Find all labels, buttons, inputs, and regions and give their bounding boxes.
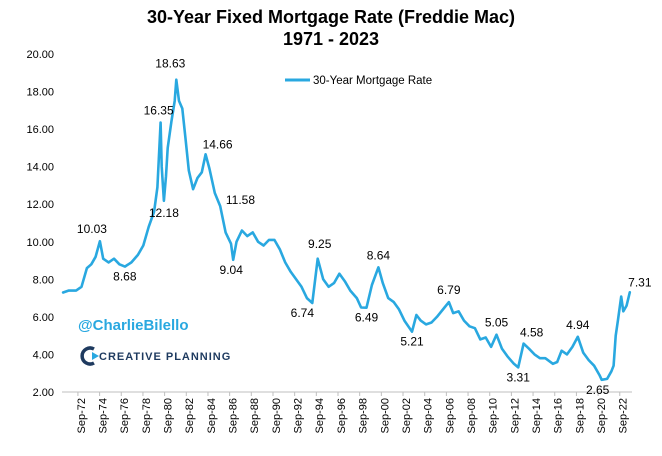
data-label: 6.49 [355,311,379,325]
brand-name: CREATIVE PLANNING [99,351,231,363]
data-labels: 10.03 8.68 16.35 12.18 18.63 14.66 9.04 11.58 6.… [77,57,652,397]
chart-title-line2: 1971 - 2023 [282,29,380,49]
y-tick-label: 2.00 [33,387,54,399]
x-tick-label: Sep-96 [336,398,348,433]
data-label: 7.31 [628,275,652,289]
x-tick-label: Sep-80 [163,398,175,433]
y-tick-label: 4.00 [33,349,54,361]
series-line [61,78,632,382]
data-label: 2.65 [586,383,610,397]
data-label: 16.35 [144,104,174,118]
x-tick-label: Sep-84 [206,398,218,433]
legend-label: 30-Year Mortgage Rate [313,75,432,87]
data-label: 10.03 [77,222,107,236]
legend: 30-Year Mortgage Rate [285,75,432,87]
data-label: 14.66 [203,137,233,151]
data-label: 4.94 [566,318,590,332]
data-label: 6.79 [437,283,461,297]
y-tick-label: 16.00 [26,124,54,136]
data-label: 12.18 [149,206,179,220]
x-tick-label: Sep-98 [358,398,370,433]
series-layer [61,78,632,382]
x-tick-label: Sep-16 [553,398,565,433]
y-tick-label: 18.00 [26,87,54,99]
x-tick-label: Sep-06 [444,398,456,433]
data-label: 9.25 [308,237,332,251]
x-tick-label: Sep-14 [531,398,543,433]
x-tick-label: Sep-76 [119,398,131,433]
x-tick-label: Sep-72 [76,398,88,433]
x-tick-label: Sep-20 [596,398,608,433]
y-tick-label: 6.00 [33,312,54,324]
y-tick-label: 20.00 [26,49,54,61]
x-tick-label: Sep-18 [574,398,586,433]
data-label: 5.05 [485,316,509,330]
data-label: 8.68 [113,270,137,284]
data-label: 6.74 [291,306,315,320]
x-tick-label: Sep-88 [249,398,261,433]
data-label: 5.21 [400,335,424,349]
x-tick-label: Sep-78 [141,398,153,433]
x-tick-label: Sep-86 [228,398,240,433]
chart-title: 30-Year Fixed Mortgage Rate (Freddie Mac… [0,6,662,50]
x-tick-label: Sep-00 [379,398,391,433]
x-tick-label: Sep-04 [423,398,435,433]
y-tick-label: 10.00 [26,237,54,249]
data-label: 18.63 [155,57,185,71]
data-label: 8.64 [367,248,391,262]
y-tick-label: 12.00 [26,199,54,211]
x-tick-label: Sep-82 [184,398,196,433]
y-axis: 2.00 4.00 6.00 8.00 10.00 12.00 14.00 16.00 18.0… [26,49,54,399]
x-tick-label: Sep-94 [314,398,326,433]
x-tick-label: Sep-22 [618,398,630,433]
x-tick-label: Sep-02 [401,398,413,433]
x-axis: Sep-72 Sep-74 Sep-76 Sep-78 Sep-80 Sep-82 Sep-… [62,391,632,433]
data-label: 4.58 [520,326,544,340]
data-label: 11.58 [226,193,255,207]
x-tick-label: Sep-74 [98,398,110,433]
data-label: 9.04 [220,263,244,277]
creative-planning-icon [80,346,99,366]
watermark-handle: @CharlieBilello [78,317,189,334]
x-tick-label: Sep-90 [271,398,283,433]
x-tick-label: Sep-10 [488,398,500,433]
y-tick-label: 14.00 [26,162,54,174]
data-label: 3.31 [507,370,531,384]
x-tick-label: Sep-92 [293,398,305,433]
x-tick-label: Sep-12 [509,398,521,433]
y-tick-label: 8.00 [33,274,54,286]
chart-title-line1: 30-Year Fixed Mortgage Rate (Freddie Mac… [146,7,516,27]
x-tick-label: Sep-08 [466,398,478,433]
brand-logo: CREATIVE PLANNING [80,346,231,366]
